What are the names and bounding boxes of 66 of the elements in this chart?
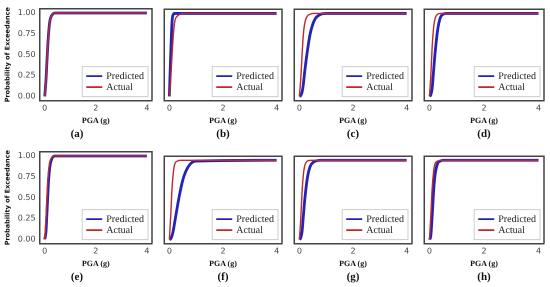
y-tick-label: 1.00 [18,151,36,160]
x-tick-label: 2 [350,246,356,256]
x-tick-label: 4 [274,103,280,112]
legend-label: Predicted [106,71,144,82]
x-axis-title: PGA (g) [82,116,110,126]
x-tick-label: 4 [536,246,542,256]
legend-label: Predicted [498,71,536,82]
x-tick-label: 0 [42,103,48,112]
x-axis-title: PGA (g) [339,116,368,126]
text: (a) [70,128,84,140]
text: (b) [216,128,230,140]
x-tick-label: 0 [166,103,172,112]
x-tick-label: 4 [536,103,542,112]
legend-label: Actual [498,82,526,94]
legend-label: Actual [366,225,394,236]
legend-label: Predicted [236,214,274,226]
y-tick-label: 0.25 [18,70,36,80]
legend-label: Predicted [236,71,274,82]
x-tick-label: 0 [166,246,172,256]
x-tick-label: 0 [296,246,302,256]
legend-label: Predicted [498,214,536,226]
x-axis-title: PGA (g) [470,259,498,268]
y-tick-label: 0.25 [18,214,36,223]
legend-label: Actual [498,225,526,236]
legend-label: Actual [106,82,134,94]
y-tick-label: 0.00 [18,234,36,244]
y-tick-label: 0.50 [18,192,36,202]
y-tick-label: 0.75 [18,28,36,38]
x-tick-label: 0 [42,246,48,256]
text: (d) [477,128,492,140]
x-tick-label: 0 [296,103,302,112]
text: (c) [346,128,360,140]
y-tick-label: 0.75 [18,172,36,181]
legend-label: Actual [236,225,264,236]
legend-label: Actual [106,225,134,236]
x-axis-title: PGA (g) [470,116,498,126]
x-axis-title: PGA (g) [82,259,110,268]
legend-label: Predicted [106,214,144,226]
x-tick-label: 2 [481,246,487,256]
x-tick-label: 2 [220,246,226,256]
text: (g) [346,271,360,284]
text: (e) [70,271,84,284]
x-tick-label: 2 [481,103,487,112]
y-tick-label: 1.00 [18,8,36,18]
x-axis-title: PGA (g) [339,259,368,268]
text: (f) [218,271,229,284]
x-tick-label: 4 [404,246,410,256]
y-tick-label: 0.00 [18,92,36,101]
legend-label: Predicted [366,214,404,226]
legend-label: Predicted [366,71,404,82]
x-tick-label: 4 [144,103,150,112]
x-tick-label: 2 [93,246,98,256]
x-axis-title: PGA (g) [209,116,238,126]
x-tick-label: 4 [144,246,150,256]
x-tick-label: 4 [274,246,280,256]
x-tick-label: 0 [426,246,432,256]
x-tick-label: 2 [93,103,98,112]
text: (h) [477,271,492,284]
x-tick-label: 2 [220,103,226,112]
legend-label: Actual [236,82,264,94]
x-tick-label: 2 [350,103,356,112]
x-tick-label: 4 [404,103,410,112]
legend-label: Actual [366,82,394,94]
y-tick-label: 0.50 [18,50,36,59]
x-tick-label: 0 [426,103,432,112]
x-axis-title: PGA (g) [209,259,238,268]
